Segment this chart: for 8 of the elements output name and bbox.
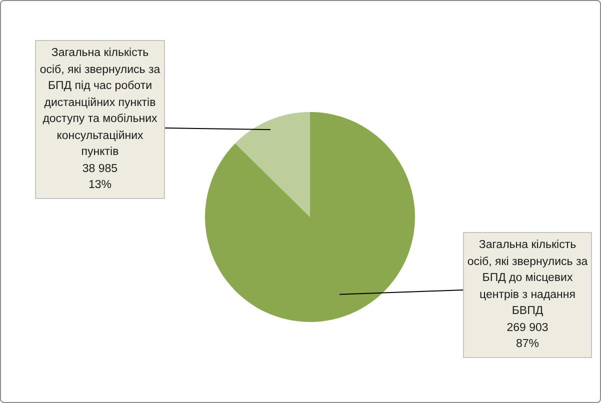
callout-box: Загальна кількість осіб, які звернулись за БПД під час роботи дистанційних пунктів доступу та мобільних консультаційних пунктів 38 985 13% bbox=[35, 40, 165, 198]
slice-label: Загальна кількість осіб, які звернулись за БПД під час роботи дистанційних пунктів доступу та мобільних консультаційних пунктів bbox=[38, 46, 162, 160]
pie-slice bbox=[205, 112, 415, 322]
pie-slice bbox=[235, 112, 310, 217]
data-label: 269 903 87% bbox=[506, 320, 550, 352]
data-label: 38 985 13% bbox=[81, 162, 119, 193]
callout-box: Загальна кількість осіб, які звернулись за БПД до місцевих центрів з надання БВПД 269 903 87% bbox=[463, 232, 592, 358]
slice-label: Загальна кількість осіб, які звернулись за БПД до місцевих центрів з надання БВПД bbox=[466, 238, 589, 319]
